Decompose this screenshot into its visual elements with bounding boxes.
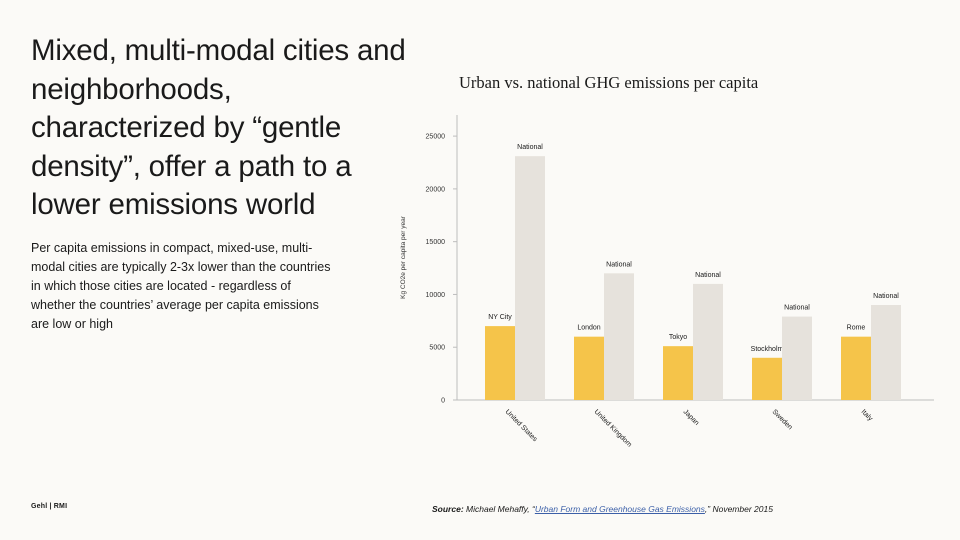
bar-city (841, 336, 871, 400)
y-tick-label: 15000 (426, 239, 446, 246)
bar-city (752, 357, 782, 400)
national-bar-label: National (784, 305, 810, 312)
city-bar-label: NY City (488, 314, 512, 321)
city-bar-label: London (577, 325, 600, 332)
city-bar-label: Stockholm (751, 346, 784, 353)
footer-brand: Gehl | RMI (31, 503, 68, 510)
source-suffix: ,” November 2015 (704, 504, 773, 514)
y-tick-label: 20000 (426, 186, 446, 193)
y-tick-label: 25000 (426, 134, 446, 141)
bar-national (515, 156, 545, 400)
bar-national (782, 316, 812, 400)
emissions-bar-chart: 0 5000 10000 15000 20000 25000 Kg CO2e per cap… (400, 115, 934, 449)
national-bar-label: National (606, 261, 632, 268)
national-bar-label: National (873, 293, 899, 300)
bar-city (663, 346, 693, 400)
national-bar-label: National (695, 272, 721, 279)
body-text: Per capita emissions in compact, mixed-u… (31, 241, 331, 331)
source-link[interactable]: Urban Form and Greenhouse Gas Emissions (534, 504, 705, 514)
x-category-label: Italy (860, 408, 874, 422)
source-label: Source: (432, 504, 464, 514)
bar-national (693, 283, 723, 400)
y-tick-label: 0 (441, 398, 445, 405)
source-citation: Source: Michael Mehaffy, “Urban Form and… (432, 504, 773, 514)
national-bar-label: National (517, 144, 543, 151)
y-tick-label: 10000 (426, 292, 446, 299)
headline: Mixed, multi-modal cities and neighborho… (31, 34, 406, 221)
bar-national (604, 273, 634, 400)
source-prefix: Michael Mehaffy, “ (463, 504, 535, 514)
x-category-label: Sweden (771, 408, 794, 431)
y-tick-label: 5000 (429, 345, 445, 352)
city-bar-label: Tokyo (669, 334, 687, 341)
bar-national (871, 305, 901, 400)
city-bar-label: Rome (847, 325, 866, 332)
x-category-label: United States (504, 408, 539, 443)
y-axis-label: Kg CO2e per capita per year (400, 215, 407, 299)
bar-city (485, 326, 515, 400)
x-category-label: Japan (682, 408, 701, 427)
chart-title: Urban vs. national GHG emissions per cap… (459, 73, 759, 92)
bar-city (574, 336, 604, 400)
x-category-label: United Kingdom (593, 408, 633, 448)
